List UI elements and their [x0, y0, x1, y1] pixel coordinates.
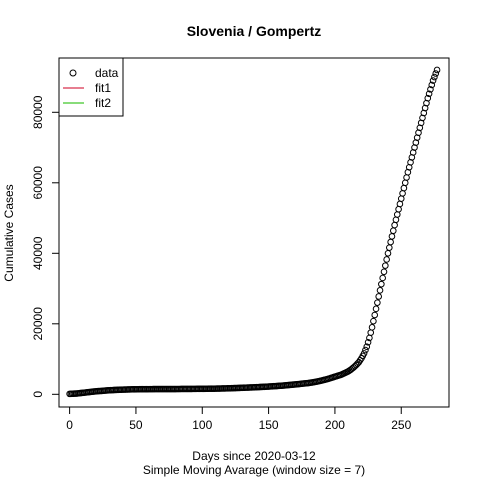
x-axis: 0 50 100 150 200 250 — [66, 406, 412, 432]
data-point — [372, 305, 380, 313]
x-axis-label: Days since 2020-03-12 — [192, 449, 316, 463]
data-point — [399, 190, 406, 197]
x-tick-label: 250 — [391, 418, 411, 432]
y-axis-label: Cumulative Cases — [2, 184, 16, 281]
data-point — [428, 81, 436, 89]
data-points — [66, 66, 441, 398]
y-tick-label: 60000 — [31, 166, 45, 200]
data-point — [393, 211, 401, 218]
legend-label-fit2: fit2 — [95, 96, 111, 110]
y-axis: 0 20000 40000 60000 80000 — [31, 95, 60, 398]
x-tick-label: 150 — [259, 418, 279, 432]
data-point — [403, 174, 410, 181]
y-tick-label: 40000 — [31, 236, 45, 270]
data-point — [363, 343, 371, 351]
legend-box — [58, 57, 124, 117]
data-point — [383, 256, 390, 263]
x-tick-label: 50 — [129, 418, 143, 432]
data-point — [375, 293, 382, 300]
legend-label-fit1: fit1 — [95, 81, 111, 95]
data-point — [424, 94, 432, 102]
y-tick-label: 20000 — [31, 307, 45, 341]
y-tick-label: 0 — [31, 391, 45, 398]
data-point — [432, 70, 440, 77]
data-point — [388, 233, 396, 240]
x-tick-label: 0 — [66, 418, 73, 432]
data-point — [376, 287, 384, 294]
chart-title: Slovenia / Gompertz — [187, 23, 322, 39]
data-point — [387, 238, 394, 246]
data-point — [433, 66, 441, 74]
data-point — [427, 86, 434, 93]
data-point — [367, 329, 375, 336]
data-point — [379, 274, 386, 282]
data-point — [395, 205, 402, 213]
data-point — [431, 73, 438, 81]
data-point — [389, 227, 397, 235]
data-point — [368, 324, 376, 331]
legend-label-data: data — [95, 66, 119, 80]
data-point — [392, 216, 400, 224]
data-point — [386, 244, 393, 251]
data-point — [364, 339, 372, 346]
data-point — [374, 299, 381, 306]
legend-marker-data — [69, 69, 77, 77]
data-point — [425, 90, 433, 98]
x-tick-label: 100 — [192, 418, 212, 432]
data-point — [397, 195, 405, 202]
data-point — [391, 221, 398, 229]
x-axis-sublabel: Simple Moving Avarage (window size = 7) — [143, 463, 365, 477]
x-tick-label: 200 — [325, 418, 345, 432]
data-point — [362, 346, 369, 354]
data-point — [380, 268, 388, 276]
data-point — [396, 200, 404, 208]
data-point — [382, 262, 389, 269]
data-point — [378, 280, 385, 288]
y-tick-label: 80000 — [31, 95, 45, 129]
data-point — [429, 77, 437, 84]
data-point — [360, 350, 368, 357]
data-point — [370, 317, 377, 325]
data-point — [401, 179, 409, 187]
data-point — [371, 311, 379, 319]
data-point — [384, 249, 392, 257]
data-point — [400, 184, 408, 192]
